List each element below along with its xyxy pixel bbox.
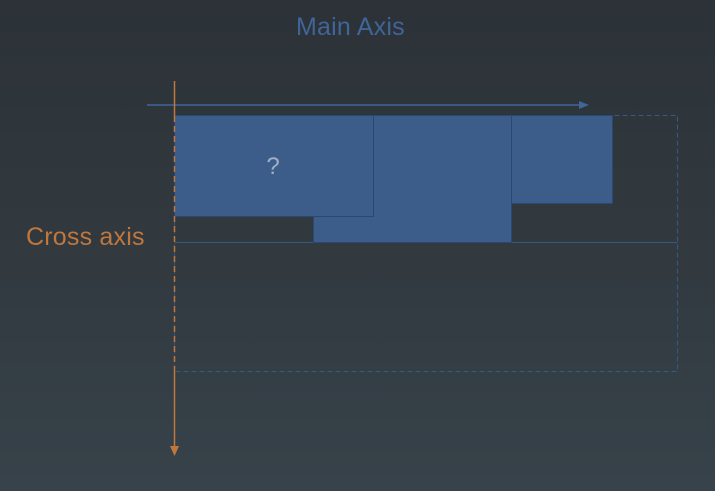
cross-axis-arrowhead [170,446,179,456]
main-axis-label: Main Axis [296,13,405,41]
cross-axis-label: Cross axis [26,223,145,251]
main-axis-arrowhead [579,101,589,109]
flex-item-1 [174,115,374,217]
flex-item-3 [511,115,613,204]
question-mark-text: ? [266,153,279,180]
